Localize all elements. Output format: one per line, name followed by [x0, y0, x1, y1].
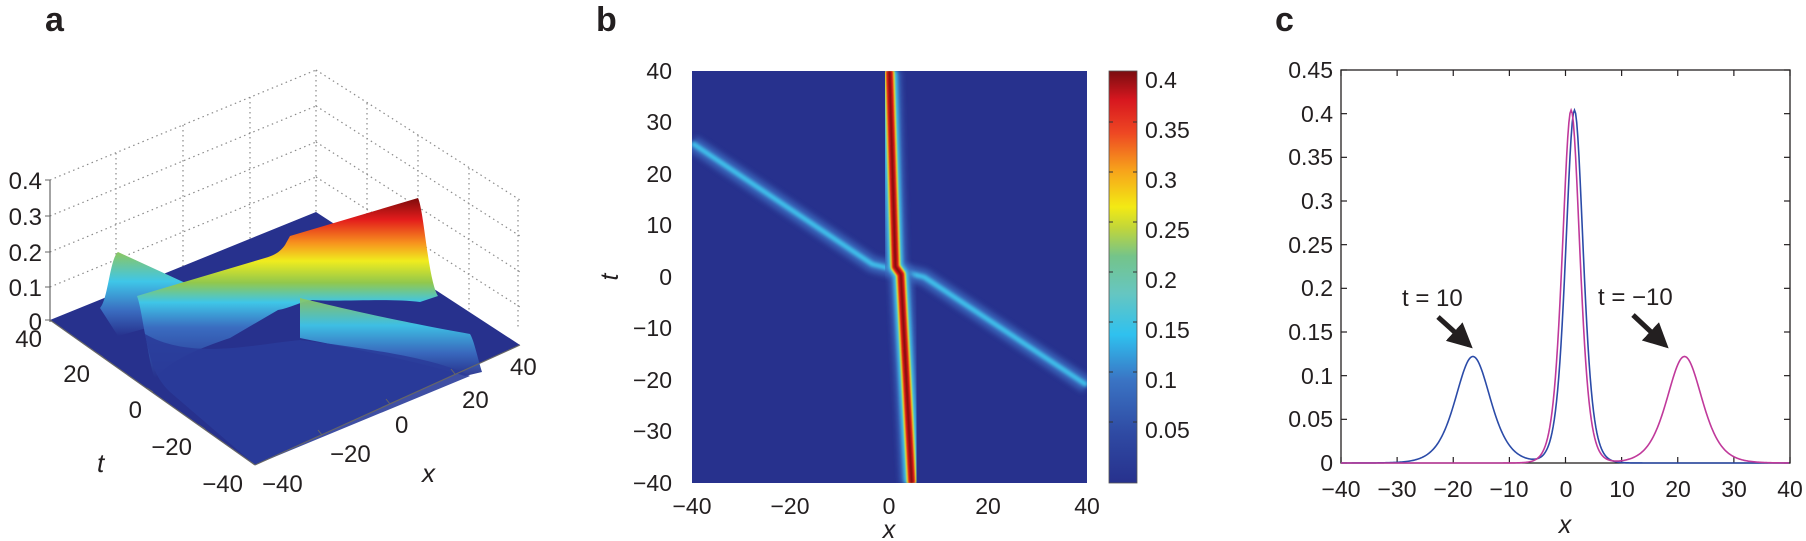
- panel-b-y-tick: −20: [633, 367, 672, 393]
- panel-a-z-tick: 0: [29, 309, 42, 336]
- panel-c-y-tick: 0.35: [1288, 144, 1333, 170]
- colorbar-tick: 0.35: [1145, 117, 1190, 143]
- panel-b-y-tick: −10: [633, 315, 672, 341]
- panel-c-y-tick: 0.4: [1301, 101, 1333, 127]
- panel-a-x-tick: 0: [395, 412, 408, 439]
- panel-b-x-tick: 0: [883, 493, 896, 519]
- panel-b-colorbar: 0.4 0.35 0.3 0.25 0.2 0.15 0.1 0.05: [1108, 67, 1190, 484]
- panel-a-x-tick: −40: [262, 471, 303, 498]
- panel-a-x-tick: 20: [462, 387, 489, 414]
- panel-c-y-tick: 0.05: [1288, 406, 1333, 432]
- series-line: [1341, 107, 1789, 464]
- colorbar-tick: 0.1: [1145, 367, 1177, 393]
- panel-label-a: a: [45, 1, 64, 39]
- panel-c-line-plot: 0 0.05 0.1 0.15 0.2 0.25 0.3 0.35 0.4 0.…: [1288, 57, 1803, 539]
- panel-b-y-tick: −30: [633, 418, 672, 444]
- panel-c-y-tick: 0: [1320, 450, 1333, 476]
- panel-c-y-tick: 0.15: [1288, 319, 1333, 345]
- panel-a-small-soliton-front: [300, 298, 482, 376]
- panel-c-x-tick: 30: [1721, 476, 1747, 502]
- panel-a-z-tick: 0.4: [9, 168, 42, 195]
- panel-c-y-axis: 0 0.05 0.1 0.15 0.2 0.25 0.3 0.35 0.4 0.…: [1288, 57, 1333, 476]
- panel-b-x-tick: −40: [672, 493, 711, 519]
- colorbar-tick: 0.15: [1145, 317, 1190, 343]
- panel-a-z-tick: 0.1: [9, 275, 42, 302]
- panel-label-c: c: [1275, 1, 1294, 39]
- panel-c-ticks: [1340, 69, 1791, 464]
- panel-b-y-axis: 40 30 20 10 0 −10 −20 −30 −40: [633, 58, 672, 496]
- panel-a-surface-plot: 0.4 0.3 0.2 0.1 0 40 20 0 −20 −40 t: [9, 69, 537, 498]
- panel-label-b: b: [596, 1, 617, 39]
- panel-b-y-tick: 10: [646, 212, 672, 238]
- panel-a-z-axis: 0.4 0.3 0.2 0.1 0: [9, 168, 51, 336]
- panel-a-z-tick: 0.3: [9, 204, 42, 231]
- panel-a-t-tick: 40: [15, 326, 42, 353]
- panel-b-x-label: x: [882, 516, 897, 541]
- colorbar-tick: 0.3: [1145, 167, 1177, 193]
- panel-a-large-soliton-ridge: [137, 198, 438, 378]
- panel-c-annotation-t10: t = 10: [1402, 285, 1473, 349]
- panel-a-z-tick: 0.2: [9, 240, 42, 267]
- panel-c-x-tick: −40: [1321, 476, 1360, 502]
- panel-a-t-label: t: [97, 448, 106, 478]
- series-line: [1341, 107, 1789, 464]
- panel-c-y-tick: 0.3: [1301, 188, 1333, 214]
- panel-c-annotation-t-neg10: t = −10: [1598, 284, 1673, 349]
- panel-b-y-label: t: [596, 272, 624, 280]
- panel-a-t-tick: −20: [151, 434, 192, 461]
- panel-c-x-tick: −10: [1489, 476, 1528, 502]
- panel-a-front-floor: [145, 334, 470, 465]
- panel-b-x-tick: 40: [1074, 493, 1100, 519]
- panel-c-x-tick: 40: [1777, 476, 1803, 502]
- panel-b-x-tick: 20: [975, 493, 1001, 519]
- panel-a-x-tick: 40: [510, 354, 537, 381]
- panel-a-x-label: x: [420, 458, 436, 488]
- panel-b-soliton-tracks: [692, 71, 1087, 483]
- panel-b-x-axis: −40 −20 0 20 40: [672, 493, 1099, 519]
- panel-c-y-tick: 0.1: [1301, 363, 1333, 389]
- panel-a-x-axis: −40 −20 0 20 40 x: [254, 344, 537, 498]
- panel-b-y-tick: 40: [646, 58, 672, 84]
- panel-a-t-tick: −40: [202, 471, 243, 498]
- colorbar-tick: 0.4: [1145, 67, 1177, 93]
- panel-c-x-tick: 0: [1560, 476, 1573, 502]
- panel-b-y-tick: −40: [633, 470, 672, 496]
- annotation-label: t = 10: [1402, 285, 1463, 312]
- panel-c-y-tick: 0.2: [1301, 275, 1333, 301]
- panel-c-y-tick: 0.45: [1288, 57, 1333, 83]
- panel-c-x-label: x: [1558, 511, 1573, 539]
- panel-c-x-tick: 20: [1665, 476, 1691, 502]
- panel-a-t-tick: 20: [63, 361, 90, 388]
- panel-c-x-tick: 10: [1609, 476, 1635, 502]
- annotation-label: t = −10: [1598, 284, 1673, 311]
- panel-a-x-tick: −20: [330, 441, 371, 468]
- panel-c-series: [1341, 107, 1789, 464]
- panel-b-y-tick: 20: [646, 161, 672, 187]
- colorbar-tick: 0.2: [1145, 267, 1177, 293]
- colorbar-tick: 0.25: [1145, 217, 1190, 243]
- panel-c-y-tick: 0.25: [1288, 232, 1333, 258]
- panel-b-x-tick: −20: [770, 493, 809, 519]
- panel-b-y-tick: 30: [646, 109, 672, 135]
- panel-a-t-tick: 0: [129, 397, 142, 424]
- colorbar-tick: 0.05: [1145, 417, 1190, 443]
- panel-c-x-tick: −30: [1377, 476, 1416, 502]
- panel-c-x-axis: −40 −30 −20 −10 0 10 20 30 40: [1321, 476, 1802, 502]
- panel-a-t-axis: 40 20 0 −20 −40 t: [15, 319, 256, 498]
- panel-b-heatmap: 40 30 20 10 0 −10 −20 −30 −40 t −40 −20 …: [596, 58, 1190, 541]
- panel-b-y-tick: 0: [659, 264, 672, 290]
- panel-c-x-tick: −20: [1433, 476, 1472, 502]
